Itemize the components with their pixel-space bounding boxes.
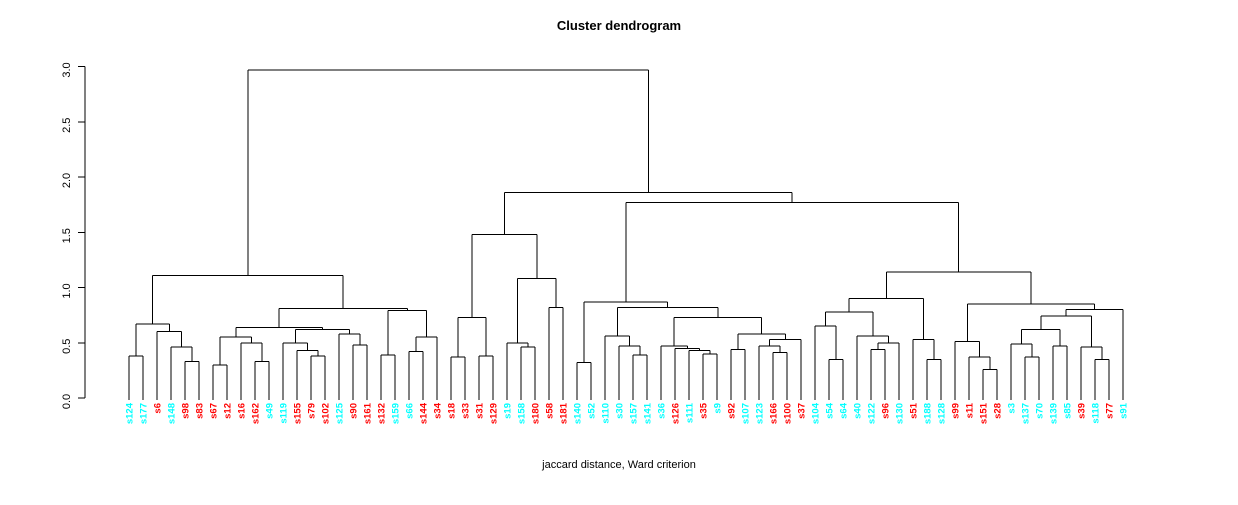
leaf-label: s35 [699,402,710,419]
leaf-label: s159 [391,403,402,424]
leaf-label: s110 [601,403,612,424]
leaf-label: s39 [1077,403,1088,419]
leaf-label: s90 [349,403,360,419]
leaf-label: s28 [993,403,1004,419]
leaf-label: s77 [1105,403,1116,419]
leaf-label: s9 [713,403,724,414]
leaf-label: s118 [1091,403,1102,424]
leaf-label: s11 [965,402,976,418]
leaf-label: s155 [293,402,304,424]
leaf-label: s70 [1035,403,1046,419]
leaf-label: s158 [517,403,528,424]
leaf-label: s123 [755,403,766,424]
leaf-label: s151 [979,402,990,424]
leaf-label: s51 [909,402,920,419]
leaf-label: s6 [153,403,164,414]
leaf-label: s100 [783,403,794,424]
leaf-label: s19 [503,403,514,419]
y-axis-tick-label: 2.0 [61,173,73,188]
leaf-label: s132 [377,403,388,424]
leaf-label: s124 [125,402,136,424]
leaf-label: s98 [181,403,192,419]
leaf-label: s16 [237,403,248,419]
leaf-label: s66 [405,403,416,419]
leaf-label: s130 [895,403,906,424]
leaf-label: s139 [1049,403,1060,424]
chart-xlabel: jaccard distance, Ward criterion [542,459,696,471]
leaf-label: s49 [265,403,276,419]
leaf-label: s128 [937,403,948,424]
leaf-label: s52 [587,403,598,419]
leaf-label: s129 [489,403,500,424]
y-axis-tick-label: 1.0 [61,283,73,298]
leaf-label: s92 [727,403,738,419]
leaf-label: s148 [167,403,178,424]
leaf-label: s79 [307,403,318,419]
leaf-label: s141 [643,402,654,424]
leaf-label: s166 [769,403,780,424]
leaf-label: s58 [545,403,556,419]
leaf-label: s18 [447,403,458,419]
leaf-label: s119 [279,403,290,424]
y-axis-tick-label: 3.0 [61,62,73,77]
y-axis-tick-label: 0.0 [61,394,73,409]
leaf-label: s180 [531,403,542,424]
leaf-label: s107 [741,403,752,424]
y-axis-tick-label: 0.5 [61,339,73,354]
leaf-label: s161 [363,402,374,424]
leaf-label: s99 [951,403,962,419]
leaf-label: s96 [881,403,892,419]
leaf-label: s31 [475,402,486,419]
leaf-label: s3 [1007,403,1018,414]
leaf-label: s91 [1119,402,1130,419]
leaf-label: s177 [139,403,150,424]
leaf-label: s36 [657,403,668,419]
leaf-label: s140 [573,403,584,424]
leaf-label: s67 [209,403,220,419]
leaf-label: s54 [825,402,836,419]
leaf-label: s33 [461,403,472,419]
leaf-label: s64 [839,402,850,419]
leaf-label: s157 [629,403,640,424]
leaf-label: s126 [671,403,682,424]
leaf-label: s144 [419,402,430,424]
y-axis-tick-label: 1.5 [61,228,73,243]
leaf-label: s102 [321,403,332,424]
leaf-label: s85 [1063,402,1074,419]
leaf-label: s181 [559,402,570,424]
leaf-label: s37 [797,403,808,419]
leaf-label: s40 [853,403,864,419]
leaf-label: s104 [811,402,822,424]
leaf-label: s162 [251,403,262,424]
y-axis-tick-label: 2.5 [61,118,73,133]
leaf-label: s188 [923,403,934,424]
leaf-label: s125 [335,402,346,424]
leaf-label: s137 [1021,403,1032,424]
leaf-label: s30 [615,403,626,419]
chart-title: Cluster dendrogram [556,18,682,33]
leaf-label: s12 [223,403,234,419]
leaf-label: s111 [685,402,696,423]
leaf-label: s122 [867,403,878,424]
leaf-label: s34 [433,402,444,419]
leaf-label: s83 [195,403,206,419]
